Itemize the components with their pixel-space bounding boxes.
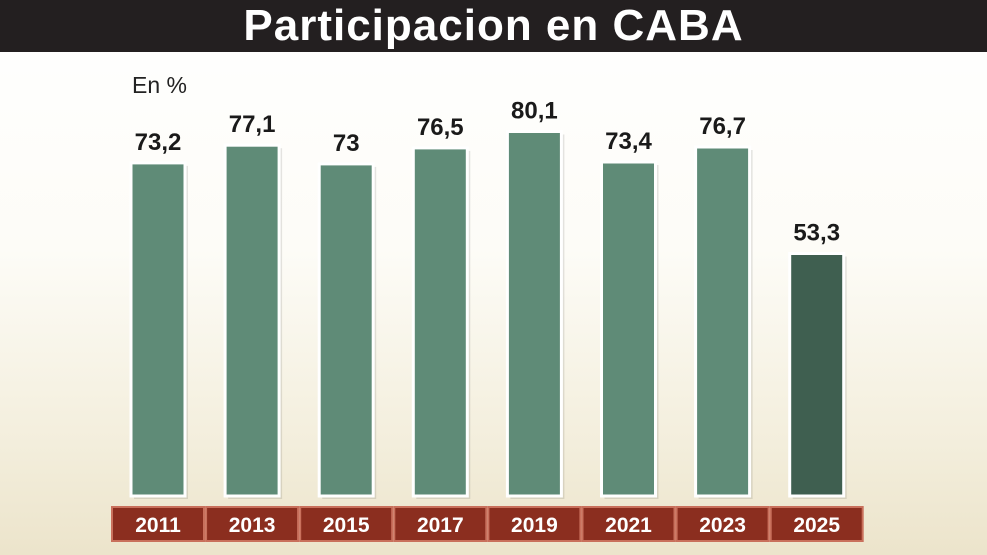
unit-label: En % xyxy=(132,72,187,98)
value-label-2011: 73,2 xyxy=(135,129,182,156)
chart-title: Participacion en CABA xyxy=(243,1,744,50)
value-label-2025: 53,3 xyxy=(793,220,840,247)
bar-2013 xyxy=(223,143,281,498)
year-box-2017 xyxy=(393,506,488,542)
tick-label-2015: 2015 xyxy=(323,514,370,537)
tick-label-2017: 2017 xyxy=(417,514,464,537)
year-box-2025 xyxy=(769,506,864,542)
bar-2017 xyxy=(411,146,469,498)
bar-2011 xyxy=(129,161,187,498)
bar-2019 xyxy=(505,130,563,498)
tick-label-2019: 2019 xyxy=(511,514,558,537)
title-bar: Participacion en CABA xyxy=(0,0,987,52)
year-box-2021 xyxy=(581,506,676,542)
bar-2021 xyxy=(600,160,657,498)
tick-label-2025: 2025 xyxy=(793,514,840,537)
bar-2025 xyxy=(788,252,846,498)
value-label-2021: 73,4 xyxy=(605,128,652,155)
tick-label-2021: 2021 xyxy=(605,514,652,537)
year-box-2015 xyxy=(299,506,394,542)
bar-2023 xyxy=(694,145,752,498)
bar-2015 xyxy=(317,162,375,498)
year-box-2023 xyxy=(675,506,770,542)
year-box-2013 xyxy=(205,506,300,542)
value-label-2013: 77,1 xyxy=(229,111,276,138)
value-label-2017: 76,5 xyxy=(417,114,464,141)
year-box-2019 xyxy=(487,506,582,542)
value-label-2019: 80,1 xyxy=(511,98,558,125)
tick-label-2023: 2023 xyxy=(699,514,746,537)
year-box-2011 xyxy=(111,506,205,542)
value-label-2015: 73 xyxy=(333,130,360,157)
value-label-2023: 76,7 xyxy=(699,113,746,140)
tick-label-2011: 2011 xyxy=(135,514,181,537)
tick-label-2013: 2013 xyxy=(229,514,276,537)
